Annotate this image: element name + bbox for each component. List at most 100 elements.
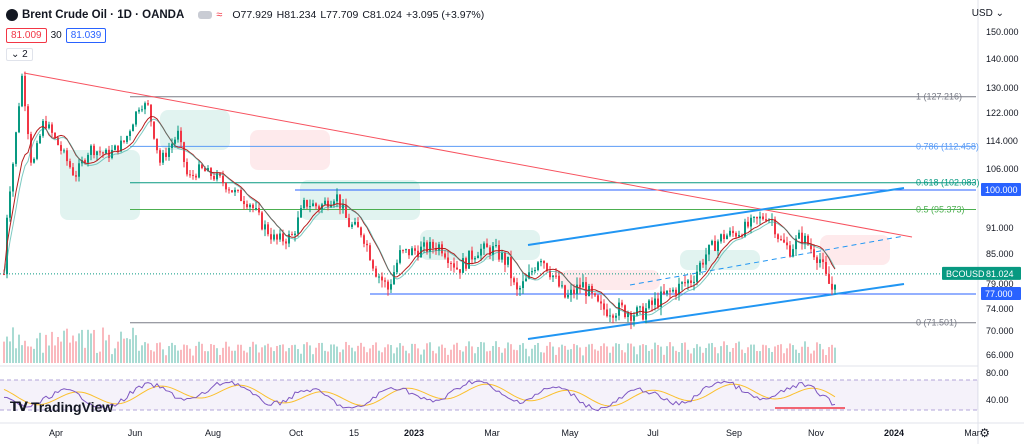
volume-bar	[492, 345, 494, 363]
volume-bar	[582, 355, 584, 363]
currency-selector[interactable]: USD ⌄	[972, 8, 1004, 19]
candle-body	[663, 291, 665, 294]
volume-bar	[342, 349, 344, 363]
volume-bar	[474, 353, 476, 363]
candle-body	[666, 290, 668, 294]
symbol-title[interactable]: Brent Crude Oil · 1D · OANDA	[22, 9, 185, 21]
volume-bar	[612, 346, 614, 363]
candle-body	[576, 284, 578, 294]
candle-body	[387, 281, 389, 290]
volume-bar	[93, 329, 95, 363]
channel-upper-line[interactable]	[527, 187, 905, 246]
candle-body	[252, 204, 254, 209]
volume-bar	[114, 348, 116, 363]
candle-body	[63, 150, 65, 152]
candle-body	[648, 300, 650, 309]
last-price-badge-value: 81.024	[986, 269, 1014, 279]
ohlc-open: O77.929	[232, 9, 273, 21]
volume-bar	[498, 347, 500, 363]
candle-body	[699, 262, 701, 272]
volume-bar	[168, 346, 170, 363]
volume-bar	[279, 344, 281, 363]
indicators-toggle[interactable]: ⌄ 2	[6, 48, 33, 61]
candle-body	[150, 104, 152, 122]
level-badge-77[interactable]	[981, 287, 1021, 300]
volume-bar	[21, 345, 23, 363]
volume-bar	[642, 344, 644, 363]
candle-body	[237, 189, 239, 191]
candle-body	[309, 206, 311, 208]
visibility-icon[interactable]	[198, 11, 213, 19]
channel-mid-line[interactable]	[629, 235, 905, 286]
candle-body	[777, 234, 779, 240]
candle-body	[45, 121, 47, 129]
candle-body	[357, 221, 359, 228]
candle-body	[147, 103, 149, 105]
candle-body	[366, 243, 368, 246]
volume-bar	[264, 345, 266, 363]
volume-bar	[387, 344, 389, 363]
symbol-logo-icon	[6, 9, 18, 21]
channel-lower-line[interactable]	[527, 283, 905, 340]
candle-body	[39, 135, 41, 144]
candle-body	[189, 174, 191, 176]
candle-body	[495, 245, 497, 247]
volume-bar	[54, 345, 56, 363]
last-price-badge[interactable]	[942, 266, 1021, 280]
y-axis-tick: 106.000	[986, 164, 1019, 174]
volume-bar	[714, 347, 716, 363]
candle-body	[429, 241, 431, 252]
candle-body	[183, 142, 185, 162]
volume-bar	[270, 347, 272, 363]
candle-body	[360, 227, 362, 236]
candle-body	[582, 282, 584, 288]
volume-bar	[111, 354, 113, 363]
candle-body	[216, 173, 218, 180]
candle-body	[165, 152, 167, 157]
volume-bar	[495, 341, 497, 363]
volume-bar	[738, 341, 740, 363]
buy-price-button[interactable]: 81.039	[65, 28, 107, 43]
volume-bar	[771, 351, 773, 363]
level-badge-100[interactable]	[981, 183, 1021, 196]
sell-price-button[interactable]: 81.009	[6, 28, 47, 43]
volume-bar	[321, 342, 323, 363]
wave-icon[interactable]: ≈	[216, 9, 223, 21]
volume-bar	[120, 331, 122, 363]
volume-bar	[750, 344, 752, 363]
candle-body	[483, 243, 485, 249]
y-axis-tick: 74.000	[986, 304, 1014, 314]
volume-bar	[42, 352, 44, 363]
brand-name: TradingView	[30, 399, 114, 415]
volume-bar	[267, 343, 269, 363]
volume-bar	[129, 339, 131, 363]
candle-body	[144, 103, 146, 110]
candle-body	[231, 190, 233, 193]
volume-bar	[159, 342, 161, 363]
volume-bar	[588, 344, 590, 363]
candle-body	[711, 240, 713, 245]
fib-level-label: 0 (71.501)	[916, 318, 957, 328]
volume-bar	[528, 356, 530, 363]
candle-body	[102, 152, 104, 154]
volume-bar	[501, 352, 503, 363]
indicator-count: 2	[22, 49, 28, 60]
volume-bar	[504, 348, 506, 363]
candle-body	[153, 121, 155, 139]
candle-body	[135, 111, 137, 125]
volume-bar	[711, 342, 713, 363]
candle-body	[306, 200, 308, 207]
symbol-header[interactable]: Brent Crude Oil · 1D · OANDA ≈ O77.929 H…	[6, 6, 484, 24]
candle-body	[447, 257, 449, 264]
candle-body	[561, 285, 563, 287]
volume-bar	[177, 350, 179, 363]
x-axis-tick: Sep	[726, 428, 742, 438]
volume-bar	[669, 342, 671, 363]
volume-bar	[792, 345, 794, 363]
volume-bar	[381, 352, 383, 363]
candle-body	[522, 281, 524, 289]
volume-bar	[12, 327, 14, 363]
gear-icon[interactable]: ⚙	[979, 426, 990, 440]
candle-body	[726, 235, 728, 240]
